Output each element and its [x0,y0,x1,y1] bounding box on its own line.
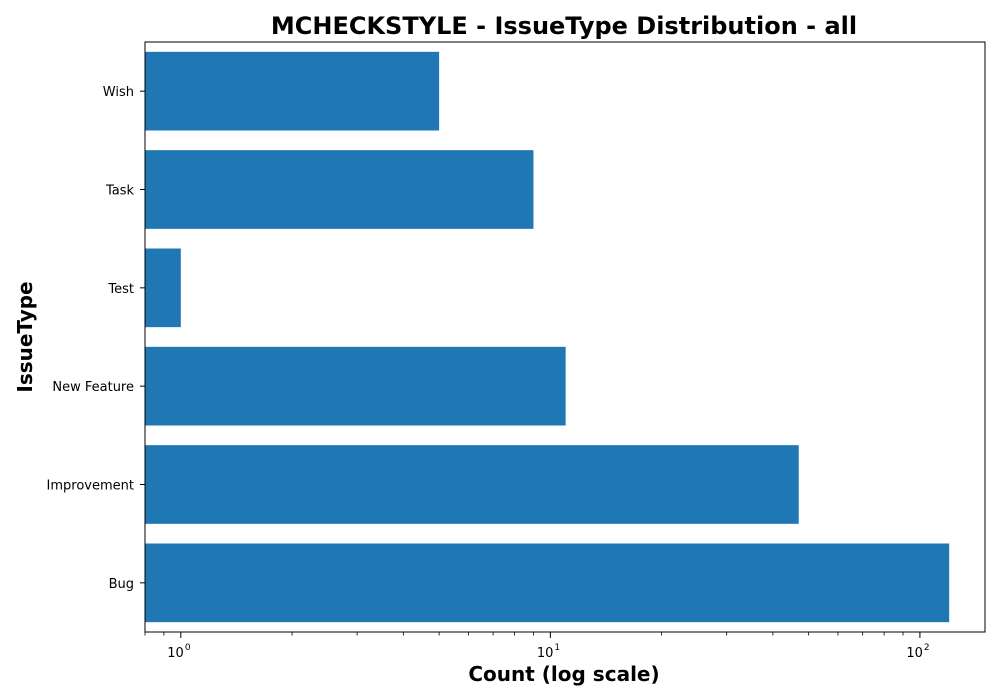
y-tick-label: Bug [109,577,134,592]
bar-task [145,150,534,229]
y-tick-label: New Feature [52,380,134,395]
x-tick-label-exponent: 2 [924,643,930,653]
plot-frame [144,41,986,633]
bar-new-feature [145,346,566,426]
y-axis-label: IssueType [13,281,37,392]
x-tick-label: 10 [906,646,923,661]
x-tick-label: 10 [167,646,184,661]
y-tick-label: Task [105,184,135,199]
x-axis-label: Count (log scale) [468,662,659,686]
bar-improvement [145,445,799,524]
bar-bug [145,543,950,623]
bar-wish [145,51,440,131]
chart-title: MCHECKSTYLE - IssueType Distribution - a… [271,12,857,40]
x-tick-label: 10 [537,646,554,661]
x-tick-label-exponent: 0 [185,643,191,653]
y-tick-label: Wish [103,85,134,100]
y-tick-label: Improvement [47,479,134,494]
x-tick-label-exponent: 1 [554,643,560,653]
y-tick-label: Test [107,282,134,297]
bar-test [145,248,181,328]
